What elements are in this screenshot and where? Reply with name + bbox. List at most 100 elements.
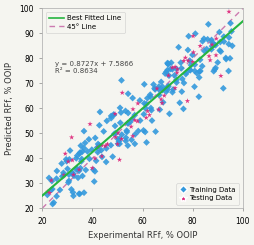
Point	[96, 142, 100, 146]
Point	[213, 66, 217, 70]
Point	[91, 168, 95, 172]
Point	[105, 142, 109, 146]
Point	[213, 43, 217, 47]
Point	[183, 56, 187, 60]
Point	[123, 109, 127, 113]
Point	[98, 110, 102, 114]
Point	[71, 194, 75, 198]
Point	[97, 144, 101, 147]
Point	[153, 130, 157, 134]
Point	[218, 74, 222, 78]
Point	[63, 152, 67, 156]
Point	[114, 131, 118, 135]
Point	[149, 108, 153, 112]
Point	[50, 202, 54, 206]
Point	[75, 154, 79, 158]
Point	[96, 145, 100, 149]
Point	[117, 137, 121, 141]
Point	[210, 41, 214, 45]
Point	[168, 61, 172, 65]
Point	[225, 3, 229, 7]
Point	[216, 0, 220, 1]
Point	[82, 129, 86, 133]
Point	[187, 68, 191, 72]
Point	[52, 201, 56, 205]
Point	[77, 168, 81, 172]
Point	[162, 94, 166, 98]
Point	[118, 121, 122, 125]
Point	[170, 90, 174, 94]
Point	[179, 90, 183, 94]
Point	[185, 48, 189, 52]
Point	[77, 192, 82, 196]
Point	[148, 106, 152, 110]
Point	[205, 22, 210, 26]
Point	[66, 181, 70, 184]
Point	[166, 74, 170, 77]
Point	[190, 53, 194, 57]
Point	[156, 87, 160, 91]
Y-axis label: Predicted RFf, % OOIP: Predicted RFf, % OOIP	[5, 62, 14, 155]
Point	[163, 90, 167, 94]
Point	[78, 150, 82, 154]
Point	[199, 64, 203, 68]
Point	[170, 67, 174, 71]
Point	[226, 42, 230, 46]
Point	[83, 168, 87, 172]
Point	[125, 92, 130, 96]
Point	[226, 69, 230, 73]
Point	[157, 108, 161, 111]
Point	[187, 59, 191, 62]
Point	[142, 130, 147, 134]
Point	[156, 85, 160, 89]
Point	[46, 190, 50, 194]
Point	[216, 30, 220, 34]
Point	[47, 176, 51, 180]
Point	[204, 47, 208, 51]
Point	[132, 118, 136, 122]
Point	[144, 102, 148, 106]
Point	[184, 71, 188, 74]
Point	[180, 77, 184, 81]
Point	[79, 159, 83, 163]
Point	[229, 44, 233, 48]
Point	[61, 171, 65, 175]
Point	[119, 78, 123, 82]
Point	[181, 59, 185, 63]
Point	[60, 174, 64, 178]
Point	[160, 88, 164, 92]
Point	[82, 191, 86, 195]
Point	[80, 174, 84, 178]
Point	[74, 156, 78, 160]
Point	[115, 142, 119, 146]
Point	[196, 75, 200, 79]
Point	[218, 49, 222, 53]
Point	[120, 91, 124, 95]
Point	[154, 86, 158, 90]
Point	[97, 123, 101, 127]
Point	[152, 87, 156, 91]
Point	[138, 119, 142, 122]
Point	[172, 73, 176, 77]
Point	[160, 101, 164, 105]
Point	[88, 122, 92, 126]
Point	[54, 177, 58, 181]
Point	[95, 150, 99, 154]
Point	[115, 137, 119, 141]
Point	[93, 136, 97, 140]
Point	[167, 112, 171, 116]
Text: y = 0.8727x + 7.5866
R² = 0.8634: y = 0.8727x + 7.5866 R² = 0.8634	[55, 61, 133, 74]
Point	[109, 116, 113, 120]
Point	[49, 188, 53, 192]
Point	[145, 96, 149, 100]
Point	[62, 173, 66, 177]
Point	[190, 34, 194, 38]
Point	[151, 83, 155, 86]
Point	[129, 138, 133, 142]
Point	[100, 154, 104, 158]
Point	[67, 157, 71, 161]
Point	[83, 141, 87, 145]
Point	[165, 62, 169, 66]
Point	[103, 144, 107, 148]
Point	[209, 38, 213, 42]
